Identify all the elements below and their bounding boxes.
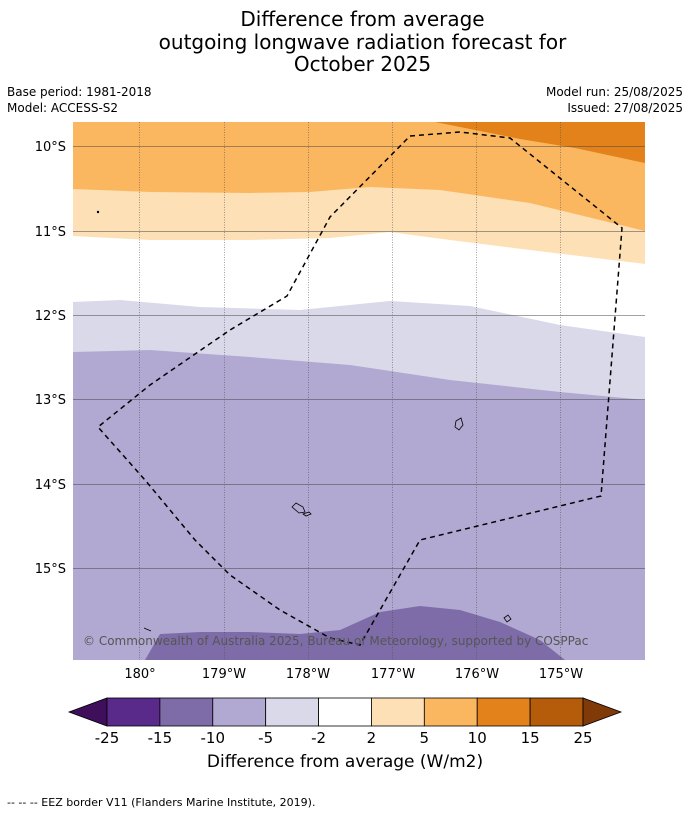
model-name: Model: ACCESS-S2: [7, 101, 119, 115]
colorbar-swatch: [265, 697, 319, 727]
colorbar-extend-max: [582, 697, 623, 727]
lon-label: 176°W: [455, 667, 499, 682]
colorbar-tick-label: -10: [201, 729, 226, 747]
lon-label: 179°W: [202, 667, 246, 682]
colorbar-label: Difference from average (W/m2): [206, 752, 484, 772]
colorbar-swatch: [212, 697, 267, 727]
model-run: Model run: 25/08/2025: [545, 85, 683, 99]
band-orange: [73, 122, 645, 231]
island-outline: [454, 417, 464, 431]
colorbar: -25 -15 -10 -5 -2 2 5 10 15 25: [67, 697, 623, 747]
lon-label: 180°: [124, 667, 155, 682]
lat-label: 14°S: [35, 478, 66, 493]
base-period: Base period: 1981-2018: [7, 85, 152, 99]
title-line-3: October 2025: [293, 52, 432, 76]
issued-date: Issued: 27/08/2025: [567, 101, 683, 115]
island-outline: [503, 614, 512, 623]
colorbar-swatch: [159, 697, 214, 727]
colorbar-swatch: [106, 697, 161, 727]
eez-border: [96, 131, 623, 646]
islands: [96, 210, 512, 632]
colorbar-tick-label: -5: [258, 729, 273, 747]
colorbar-tick-label: -15: [148, 729, 173, 747]
colorbar-swatch: [423, 697, 478, 727]
band-dark-purple: [145, 606, 565, 660]
colorbar-tick-label: -2: [311, 729, 326, 747]
title-line-2: outgoing longwave radiation forecast for: [158, 29, 567, 54]
lon-label: 175°W: [539, 667, 583, 682]
lon-labels: 180° 179°W 178°W 177°W 176°W 175°W: [124, 667, 583, 682]
colorbar-tick-label: -25: [95, 729, 120, 747]
meta-left: Base period: 1981-2018 Model: ACCESS-S2: [7, 84, 152, 116]
lon-label: 177°W: [371, 667, 415, 682]
colorbar-tick-label: 5: [420, 729, 430, 747]
lat-label: 11°S: [35, 225, 66, 240]
colorbar-tick-label: 25: [573, 729, 592, 747]
lon-label: 178°W: [286, 667, 330, 682]
anomaly-field: [73, 122, 645, 660]
island-outline: [291, 502, 306, 514]
island-dot: [96, 210, 100, 214]
lat-label: 12°S: [35, 309, 66, 324]
colorbar-tick-label: 15: [521, 729, 540, 747]
footnote: -- -- -- EEZ border V11 (Flanders Marine…: [7, 796, 316, 809]
lat-label: 15°S: [35, 562, 66, 577]
colorbar-swatch: [476, 697, 531, 727]
island-outline: [143, 627, 152, 632]
lat-label: 13°S: [35, 393, 66, 408]
map-figure: © Commonwealth of Australia 2025, Bureau…: [35, 122, 645, 747]
lat-labels: 10°S 11°S 12°S 13°S 14°S 15°S: [35, 140, 66, 577]
band-dark-orange: [435, 122, 645, 163]
colorbar-swatch: [371, 697, 425, 727]
colorbar-extend-min: [67, 697, 108, 727]
meta-right: Model run: 25/08/2025 Issued: 27/08/2025: [546, 84, 683, 116]
map-title: Difference from average outgoing longwav…: [0, 8, 690, 76]
copyright-text: © Commonwealth of Australia 2025, Bureau…: [83, 634, 588, 648]
colorbar-swatch: [318, 697, 372, 727]
title-line-1: Difference from average: [240, 7, 485, 31]
colorbar-tick-label: 2: [367, 729, 377, 747]
island-outline: [302, 511, 312, 517]
colorbar-tick-label: 10: [468, 729, 487, 747]
lat-label: 10°S: [35, 140, 66, 155]
colorbar-swatch: [529, 697, 584, 727]
